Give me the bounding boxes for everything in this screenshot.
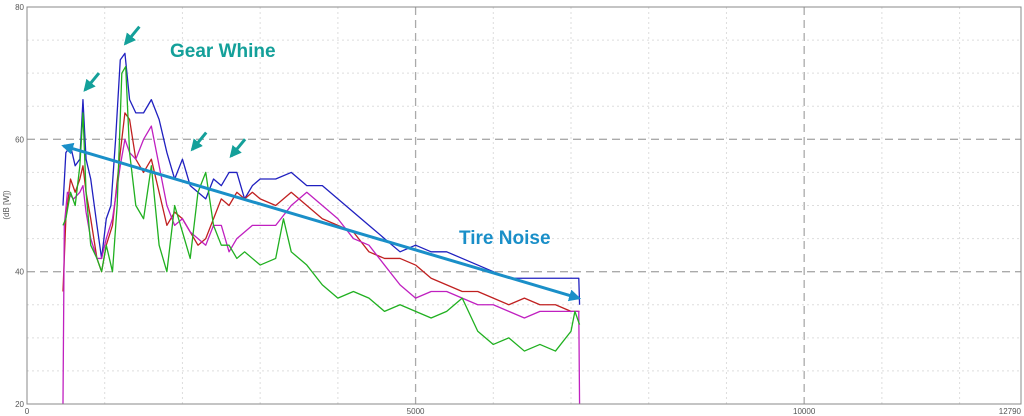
x-tick-label: 12790 [999, 407, 1022, 416]
y-tick-label: 40 [15, 268, 24, 277]
annotation-tire-noise: Tire Noise [459, 228, 551, 249]
annotations [61, 25, 582, 302]
series-line-2 [62, 112, 580, 313]
gear-whine-arrow [83, 72, 101, 92]
x-tick-label: 5000 [407, 407, 425, 416]
x-tick-label: 10000 [793, 407, 816, 416]
y-tick-label: 60 [15, 135, 24, 144]
series-line-1 [62, 52, 581, 305]
gear-whine-arrow [190, 131, 208, 152]
annotation-gear-whine: Gear Whine [170, 41, 276, 62]
gear-whine-arrow [123, 25, 141, 46]
y-axis-label: (dB [W]) [2, 190, 11, 220]
ticks: 0 5000 10000 12790 20 40 60 80 [15, 3, 1021, 416]
grid [27, 7, 1021, 404]
y-tick-label: 20 [15, 400, 24, 409]
y-tick-label: 80 [15, 3, 24, 12]
plot-frame [26, 6, 1022, 405]
gear-whine-arrow [229, 138, 247, 159]
tire-noise-arrow [61, 142, 582, 302]
x-tick-label: 0 [25, 407, 30, 416]
